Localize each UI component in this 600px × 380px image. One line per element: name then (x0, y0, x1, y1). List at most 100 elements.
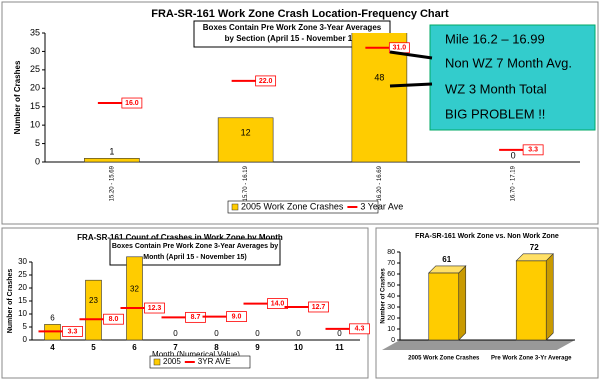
callout-box (429, 24, 596, 131)
x-tick-label: 16.70 - 17.19 (511, 165, 517, 201)
y-tick-label: 20 (18, 283, 27, 292)
y-tick-label: 40 (387, 293, 395, 300)
y-axis-title: Number of Crashes (381, 268, 387, 324)
panel (375, 227, 599, 379)
average-label-box (103, 313, 124, 325)
y-tick-label: 20 (30, 83, 40, 93)
y-tick-label: 25 (18, 270, 27, 279)
y-tick-label: 5 (35, 138, 40, 148)
arrow (389, 82, 433, 88)
y-axis-title: Number of Crashes (7, 269, 14, 334)
bar-value-label: 0 (214, 329, 219, 338)
legend-box (227, 200, 379, 214)
y-tick-label: 35 (30, 27, 40, 37)
bar-value-label: 0 (173, 329, 178, 338)
bar-value-label: 6 (50, 314, 55, 323)
x-tick-label: 11 (335, 343, 344, 352)
bar-value-label: 61 (442, 255, 451, 264)
chart-title: FRA-SR-161 Work Zone Crash Location-Freq… (151, 8, 449, 20)
bar (85, 279, 102, 341)
callout-text: BIG PROBLEM !! (445, 106, 545, 121)
average-label-box (226, 311, 247, 323)
bar (126, 256, 143, 341)
bar-value-label: 32 (130, 284, 139, 293)
average-label: 3.3 (528, 147, 538, 154)
legend-label: 2005 Work Zone Crashes (241, 201, 344, 211)
average-label: 8.7 (191, 314, 201, 321)
x-tick-label: 2005 Work Zone Crashes (408, 356, 480, 362)
x-tick-label: 7 (173, 343, 178, 352)
bar (428, 272, 460, 341)
x-tick-label: 16.20 - 16.69 (377, 165, 383, 201)
average-label: 8.0 (109, 316, 119, 323)
y-tick-label: 0 (391, 337, 395, 344)
bar-value-label: 0 (511, 150, 516, 160)
bar-value-label: 12 (241, 128, 251, 138)
y-tick-label: 70 (387, 260, 395, 267)
average-label-box (522, 144, 544, 156)
legend-label: 2005 (163, 357, 181, 366)
average-label-box (349, 323, 370, 335)
chart-title: FRA-SR-161 Count of Crashes in Work Zone… (77, 233, 283, 242)
y-tick-label: 30 (30, 46, 40, 56)
legend-swatch (153, 358, 161, 366)
bar-side (458, 265, 467, 341)
y-tick-label: 15 (18, 296, 27, 305)
y-tick-label: 20 (387, 315, 395, 322)
y-tick-label: 30 (387, 304, 395, 311)
y-tick-label: 10 (30, 120, 40, 130)
legend-swatch (231, 203, 239, 211)
bar-value-label: 0 (296, 329, 301, 338)
x-tick-label: 15.70 - 16.19 (243, 165, 249, 201)
y-axis-title: Number of Crashes (13, 60, 22, 134)
chart-title: FRA-SR-161 Work Zone vs. Non Work Zone (415, 233, 559, 240)
callout-text: Mile 16.2 – 16.99 (445, 31, 545, 46)
x-tick-label: 5 (91, 343, 96, 352)
bar-value-label: 48 (374, 73, 384, 83)
bar-value-label: 0 (337, 329, 342, 338)
average-label: 16.0 (125, 100, 139, 107)
bar-value-label: 0 (255, 329, 260, 338)
x-axis-title: Month (Numerical Value) (152, 350, 240, 359)
note-text: Boxes Contain Pre Work Zone 3-Year Avera… (112, 243, 278, 250)
average-label: 4.3 (355, 326, 365, 333)
average-label: 31.0 (393, 45, 407, 52)
y-tick-label: 10 (18, 309, 27, 318)
x-tick-label: 15.20 - 15.69 (109, 165, 115, 201)
y-tick-label: 60 (387, 271, 395, 278)
bar (84, 158, 140, 163)
legend-label: 3YR AVE (198, 357, 231, 366)
y-tick-label: 5 (23, 322, 28, 331)
average-label: 9.0 (232, 313, 242, 320)
legend-box (149, 355, 251, 369)
bar-value-label: 72 (530, 243, 539, 252)
floor (382, 340, 575, 350)
x-tick-label: 6 (132, 343, 137, 352)
callout: Mile 16.2 – 16.99 Non WZ 7 Month Avg. WZ… (389, 24, 596, 131)
x-tick-label: Pre Work Zone 3-Yr Average (491, 356, 572, 362)
note-text: by Section (April 15 - November 15) (225, 34, 360, 43)
note-text: Boxes Contain Pre Work Zone 3-Year Avera… (203, 23, 382, 32)
note-text: Month (April 15 - November 15) (143, 254, 246, 261)
average-label-box (144, 302, 165, 314)
bar (217, 117, 274, 163)
arrow (389, 50, 433, 60)
y-tick-label: 30 (18, 257, 27, 266)
average-label-box (62, 326, 83, 337)
legend-label: 3 Year Ave (360, 201, 403, 211)
average-label: 3.3 (68, 328, 78, 335)
y-tick-label: 80 (387, 249, 395, 256)
callout-text: WZ 3 Month Total (445, 81, 547, 96)
y-tick-label: 50 (387, 282, 395, 289)
average-label: 22.0 (259, 78, 273, 85)
x-tick-label: 4 (50, 343, 55, 352)
average-label: 12.7 (312, 304, 326, 311)
average-label-box (267, 298, 288, 310)
bar-value-label: 1 (109, 147, 114, 157)
bar-side (545, 253, 554, 341)
average-label-box (121, 97, 143, 109)
callout-text: Non WZ 7 Month Avg. (445, 55, 572, 70)
bar (515, 260, 547, 341)
bar-value-label: 23 (89, 296, 98, 305)
